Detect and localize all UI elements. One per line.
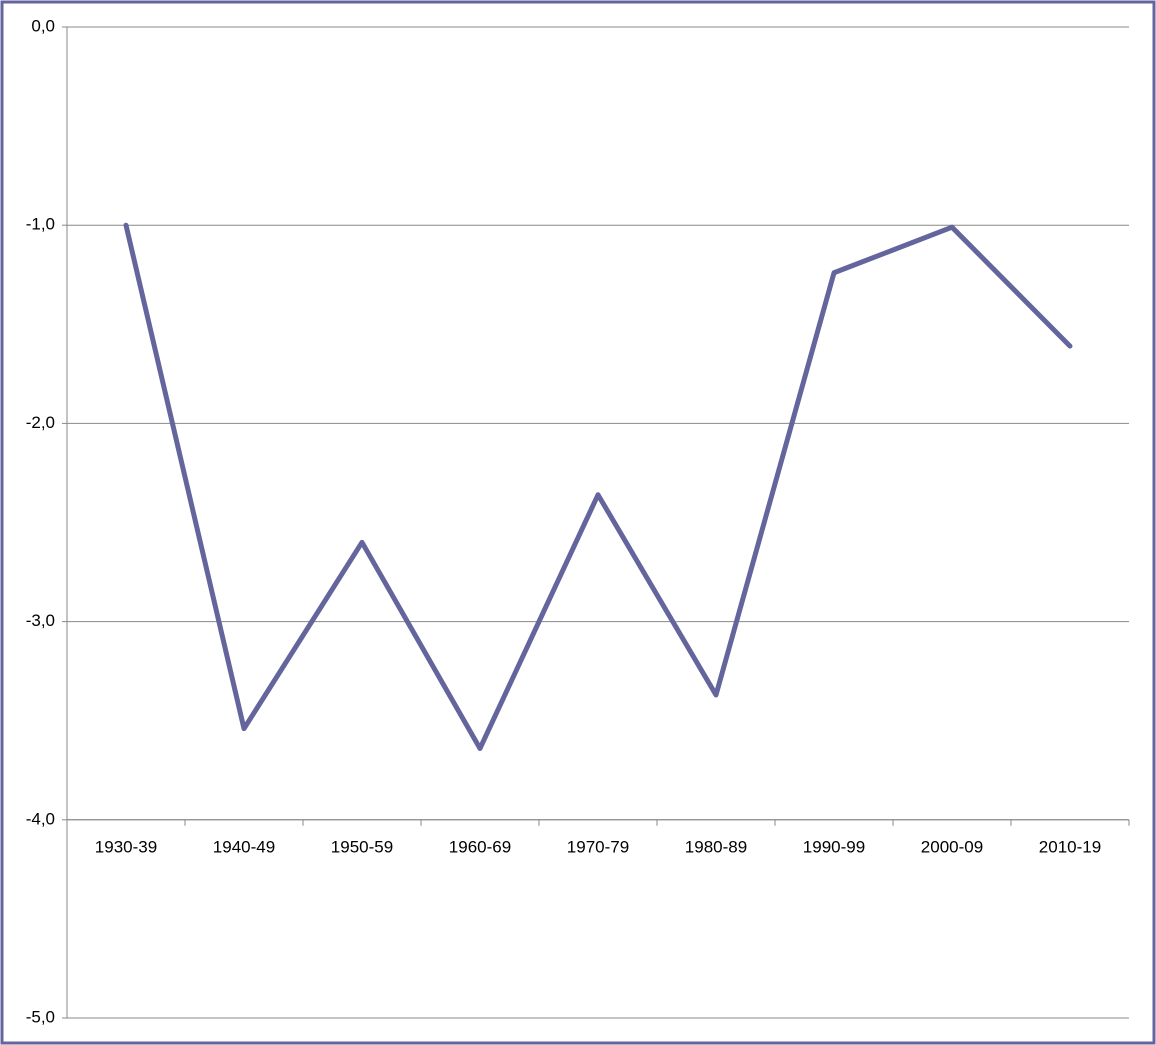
y-tick-label: -3,0 — [26, 611, 55, 630]
y-tick-label: -1,0 — [26, 215, 55, 234]
y-tick-label: 0,0 — [31, 16, 55, 35]
x-tick-label: 1930-39 — [95, 837, 157, 856]
x-tick-label: 1990-99 — [803, 837, 865, 856]
x-tick-label: 1950-59 — [331, 837, 393, 856]
y-tick-label: -5,0 — [26, 1007, 55, 1026]
x-tick-label: 1980-89 — [685, 837, 747, 856]
data-line — [123, 222, 1073, 751]
x-tick-label: 1960-69 — [449, 837, 511, 856]
x-tick-label: 2000-09 — [921, 837, 983, 856]
x-tick-label: 1970-79 — [567, 837, 629, 856]
y-tick-label: -4,0 — [26, 809, 55, 828]
x-tick-label: 1940-49 — [213, 837, 275, 856]
x-tick-label: 2010-19 — [1039, 837, 1101, 856]
y-tick-label: -2,0 — [26, 413, 55, 432]
